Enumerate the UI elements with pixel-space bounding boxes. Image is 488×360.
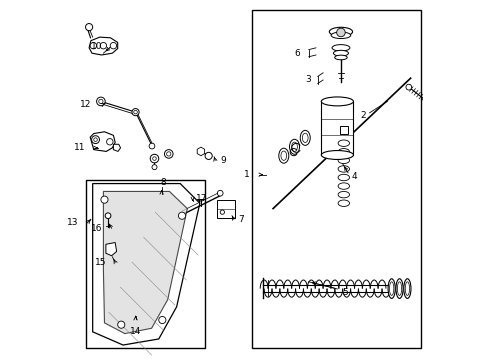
Ellipse shape <box>334 55 346 60</box>
Ellipse shape <box>337 140 349 147</box>
Ellipse shape <box>337 192 349 198</box>
Circle shape <box>220 210 224 214</box>
Circle shape <box>90 42 97 49</box>
Text: 6: 6 <box>293 49 299 58</box>
Ellipse shape <box>302 133 307 143</box>
Ellipse shape <box>337 157 349 163</box>
Ellipse shape <box>395 279 402 298</box>
Text: 14: 14 <box>130 327 141 336</box>
Circle shape <box>85 23 93 31</box>
Bar <box>85 180 205 348</box>
Circle shape <box>132 109 139 116</box>
Ellipse shape <box>331 45 349 51</box>
Text: 8: 8 <box>160 178 166 187</box>
Ellipse shape <box>389 282 393 296</box>
Polygon shape <box>103 192 187 334</box>
Ellipse shape <box>337 166 349 172</box>
Text: 3: 3 <box>304 76 310 85</box>
Circle shape <box>217 190 223 196</box>
Text: 9: 9 <box>220 156 225 165</box>
Circle shape <box>106 139 113 145</box>
Ellipse shape <box>321 150 353 159</box>
Polygon shape <box>93 184 200 345</box>
Circle shape <box>178 212 185 219</box>
Ellipse shape <box>333 50 348 56</box>
Circle shape <box>166 152 171 156</box>
Circle shape <box>336 28 345 37</box>
Text: 1: 1 <box>244 170 249 179</box>
Text: 5: 5 <box>342 288 348 297</box>
Bar <box>339 126 347 134</box>
Text: 4: 4 <box>351 172 357 181</box>
Ellipse shape <box>337 183 349 189</box>
Circle shape <box>101 196 108 203</box>
Polygon shape <box>90 132 115 152</box>
Circle shape <box>159 316 165 324</box>
Ellipse shape <box>300 130 309 145</box>
Ellipse shape <box>291 142 297 152</box>
Polygon shape <box>106 243 116 256</box>
Circle shape <box>118 321 124 328</box>
Ellipse shape <box>403 279 410 298</box>
Ellipse shape <box>337 200 349 206</box>
Circle shape <box>150 154 159 163</box>
Bar <box>252 10 421 348</box>
Circle shape <box>152 165 157 170</box>
Polygon shape <box>89 37 118 55</box>
Circle shape <box>164 150 173 158</box>
Bar <box>217 200 234 217</box>
Ellipse shape <box>289 139 299 154</box>
Text: 13: 13 <box>67 219 78 228</box>
Circle shape <box>204 152 212 159</box>
Ellipse shape <box>397 282 401 296</box>
Ellipse shape <box>321 97 353 106</box>
Circle shape <box>152 157 156 160</box>
Text: 7: 7 <box>238 215 244 224</box>
Ellipse shape <box>278 148 288 163</box>
Ellipse shape <box>337 174 349 181</box>
Polygon shape <box>113 144 121 152</box>
Circle shape <box>97 97 105 106</box>
Text: 10: 10 <box>91 41 102 50</box>
Circle shape <box>405 84 411 90</box>
Text: 2: 2 <box>360 111 365 120</box>
Text: 16: 16 <box>91 224 102 233</box>
Ellipse shape <box>387 279 394 298</box>
Text: 17: 17 <box>196 194 207 203</box>
Text: 15: 15 <box>95 258 106 267</box>
Ellipse shape <box>337 149 349 155</box>
Circle shape <box>105 213 111 219</box>
Text: 12: 12 <box>80 100 91 109</box>
Ellipse shape <box>405 282 408 296</box>
Circle shape <box>94 138 97 141</box>
Text: 11: 11 <box>74 143 85 152</box>
Circle shape <box>100 42 106 49</box>
Ellipse shape <box>328 27 352 36</box>
Bar <box>321 102 353 155</box>
Circle shape <box>91 136 99 144</box>
Ellipse shape <box>330 32 350 39</box>
Circle shape <box>134 111 137 114</box>
Circle shape <box>110 42 116 49</box>
Circle shape <box>149 143 155 149</box>
Circle shape <box>99 99 103 104</box>
Ellipse shape <box>281 151 286 160</box>
